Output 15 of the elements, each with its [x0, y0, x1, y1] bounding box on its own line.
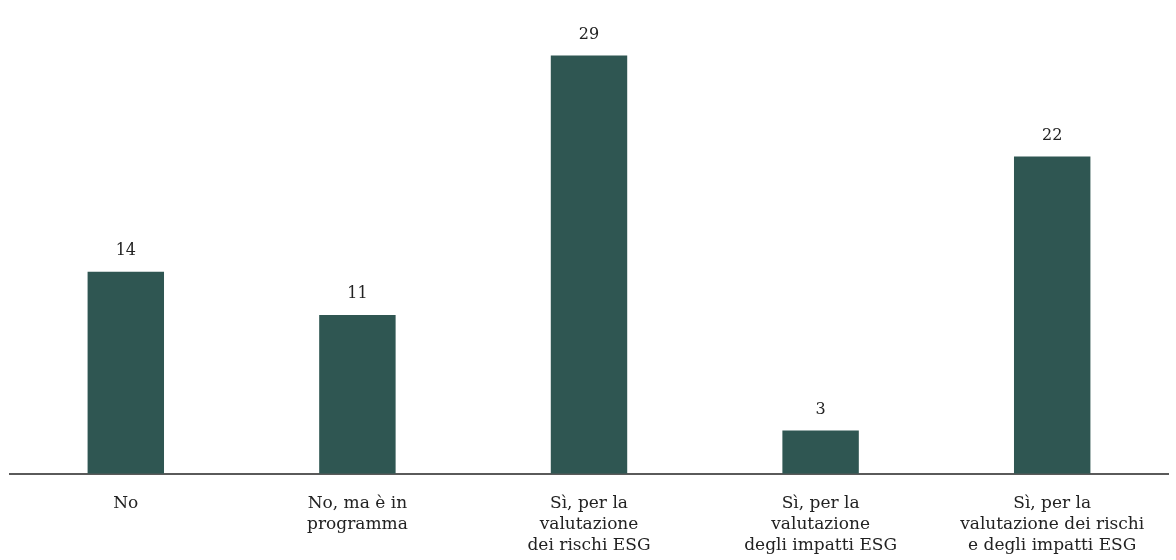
x-tick-label: Sì, per la valutazione dei rischi ESG	[527, 491, 651, 554]
x-tick-label: No	[113, 491, 139, 512]
x-tick-label: Sì, per la valutazione dei rischi e degli impatti ESG	[959, 491, 1145, 554]
data-label: 11	[347, 283, 368, 303]
bar	[319, 315, 396, 474]
x-tick-label: Sì, per la valutazione degli impatti ESG	[744, 491, 898, 554]
bar	[550, 55, 628, 474]
data-label: 14	[115, 239, 136, 259]
data-label: 3	[815, 398, 826, 418]
x-tick-label: No, ma è in programma	[307, 491, 408, 533]
bar	[87, 271, 165, 474]
bar	[782, 430, 859, 474]
bar	[1013, 156, 1091, 474]
data-label: 22	[1042, 124, 1063, 144]
data-label: 29	[578, 23, 600, 43]
